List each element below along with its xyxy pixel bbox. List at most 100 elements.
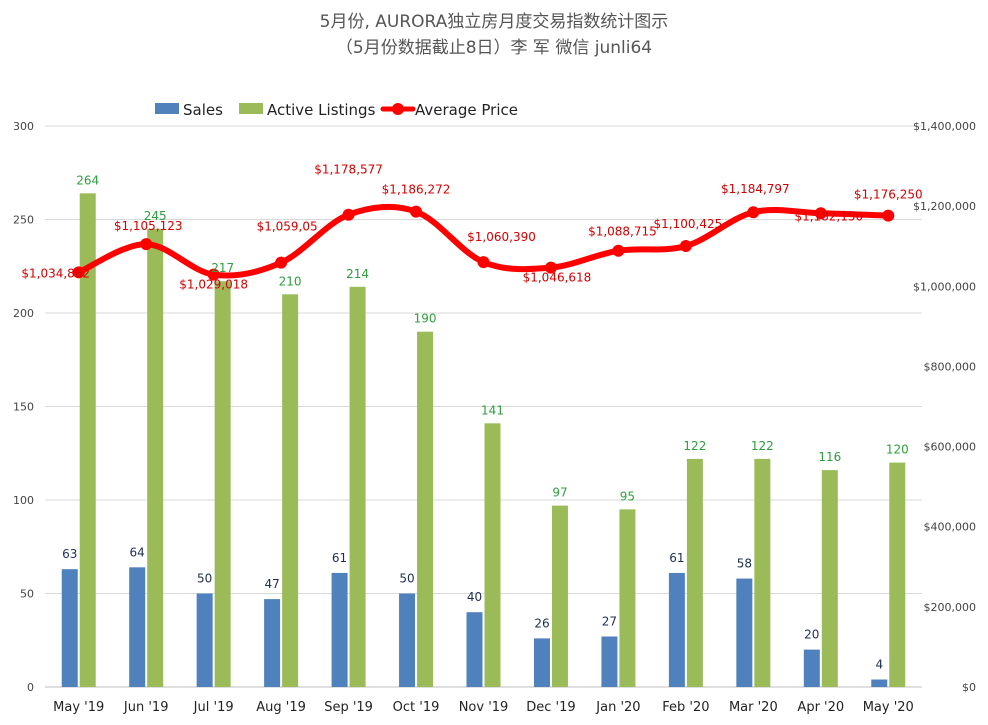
- x-axis-tick-label: Sep '19: [324, 700, 373, 715]
- sales-bar: [61, 569, 78, 687]
- right-axis-tick-label: $1,000,000: [913, 280, 976, 293]
- average-price-point: [207, 268, 220, 281]
- active-listings-data-label: 120: [886, 443, 909, 457]
- sales-bar: [668, 572, 685, 687]
- average-price-point: [477, 256, 490, 269]
- average-price-point: [72, 266, 85, 279]
- right-axis-tick-label: $0: [962, 681, 976, 694]
- average-price-line: [72, 203, 895, 281]
- left-axis-tick-label: 300: [13, 120, 34, 133]
- average-price-data-label: $1,060,390: [467, 230, 536, 244]
- right-axis: $0 $200,000 $400,000 $600,000 $800,000 $1,000…: [913, 120, 976, 694]
- sales-data-label: 50: [399, 572, 414, 586]
- active-listings-bar: [214, 281, 231, 687]
- sales-bar: [129, 567, 146, 687]
- average-price-data-label: $1,059,05: [257, 220, 318, 234]
- x-axis-tick-label: Dec '19: [526, 700, 575, 715]
- x-axis-tick-label: Aug '19: [256, 700, 306, 715]
- left-axis: 0 50 100 150 200 250 300: [13, 120, 34, 694]
- average-price-point: [612, 244, 625, 257]
- active-listings-data-label: 264: [76, 173, 99, 187]
- average-price-data-label: $1,186,272: [382, 183, 451, 197]
- sales-bar: [871, 679, 888, 687]
- average-price-point: [882, 209, 895, 222]
- average-price-point: [275, 256, 288, 269]
- sales-data-label: 61: [669, 551, 684, 565]
- left-axis-tick-label: 100: [13, 494, 34, 507]
- sales-bar: [466, 612, 483, 687]
- average-price-point: [814, 207, 827, 220]
- average-price-data-label: $1,176,250: [854, 188, 923, 202]
- right-axis-tick-label: $1,400,000: [913, 120, 976, 133]
- x-axis-tick-label: Jan '20: [595, 700, 640, 715]
- average-price-data-label: $1,184,797: [721, 182, 790, 196]
- right-axis-tick-label: $400,000: [924, 521, 977, 534]
- legend: Sales Active Listings Average Price: [155, 101, 518, 119]
- data-labels: 63 264 64 245 50 217 47 210 61 214 50 190 40 141 26 97 2…: [21, 163, 922, 672]
- legend-swatch-sales: [155, 103, 179, 114]
- average-price-point: [679, 240, 692, 253]
- sales-bar: [736, 578, 753, 687]
- sales-data-label: 50: [197, 572, 212, 586]
- left-axis-tick-label: 200: [13, 307, 34, 320]
- sales-data-label: 20: [804, 628, 819, 642]
- left-axis-tick-label: 250: [13, 214, 34, 227]
- active-listings-bar: [79, 193, 96, 687]
- active-listings-bar: [147, 228, 164, 687]
- active-listings-data-label: 190: [414, 312, 437, 326]
- average-price-point: [342, 208, 355, 221]
- sales-bar: [399, 593, 416, 687]
- x-axis-tick-label: Nov '19: [459, 700, 509, 715]
- average-price-point: [544, 261, 557, 274]
- average-price-point: [410, 205, 423, 218]
- active-listings-data-label: 210: [279, 274, 302, 288]
- x-axis: May '19 Jun '19 Jul '19 Aug '19 Sep '19 Oct '…: [53, 700, 914, 715]
- active-listings-bar: [484, 423, 501, 687]
- average-price-data-label: $1,182,150: [794, 209, 863, 223]
- grid-lines: [45, 125, 922, 688]
- sales-bar: [196, 593, 213, 687]
- active-listings-data-label: 122: [751, 439, 774, 453]
- sales-bar: [331, 572, 348, 687]
- average-price-point: [747, 206, 760, 219]
- active-listings-data-label: 214: [346, 267, 369, 281]
- sales-bar: [264, 599, 281, 687]
- legend-label-average-price: Average Price: [415, 101, 518, 119]
- sales-data-label: 64: [130, 545, 145, 559]
- active-listings-bar: [551, 505, 568, 687]
- sales-data-label: 40: [467, 590, 482, 604]
- sales-data-label: 26: [534, 616, 549, 630]
- average-price-data-label: $1,105,123: [114, 219, 183, 233]
- right-axis-tick-label: $200,000: [924, 601, 977, 614]
- average-price-data-label: $1,100,425: [654, 217, 723, 231]
- sales-bar: [803, 649, 820, 687]
- average-price-data-label: $1,029,018: [179, 278, 248, 292]
- active-listings-data-label: 116: [818, 450, 841, 464]
- bars: [61, 193, 906, 687]
- x-axis-tick-label: Feb '20: [662, 700, 709, 715]
- x-axis-tick-label: Mar '20: [729, 700, 778, 715]
- active-listings-bar: [889, 462, 906, 687]
- sales-data-label: 61: [332, 551, 347, 565]
- active-listings-bar: [349, 286, 366, 687]
- left-axis-tick-label: 0: [27, 681, 34, 694]
- legend-label-sales: Sales: [183, 101, 223, 119]
- sales-data-label: 63: [62, 547, 77, 561]
- left-axis-tick-label: 50: [20, 588, 34, 601]
- active-listings-data-label: 122: [683, 439, 706, 453]
- legend-marker-average-price: [392, 103, 404, 115]
- active-listings-bar: [417, 331, 434, 687]
- sales-data-label: 27: [602, 615, 617, 629]
- active-listings-data-label: 95: [620, 489, 635, 503]
- average-price-data-label: $1,088,715: [588, 225, 657, 239]
- x-axis-tick-label: Jul '19: [193, 700, 234, 715]
- legend-label-active-listings: Active Listings: [267, 101, 376, 119]
- right-axis-tick-label: $600,000: [924, 441, 977, 454]
- right-axis-tick-label: $800,000: [924, 360, 977, 373]
- sales-data-label: 47: [264, 577, 279, 591]
- active-listings-bar: [821, 470, 838, 687]
- left-axis-tick-label: 150: [13, 401, 34, 414]
- chart-subtitle: （5月份数据截止8日）李 军 微信 junli64: [336, 38, 652, 58]
